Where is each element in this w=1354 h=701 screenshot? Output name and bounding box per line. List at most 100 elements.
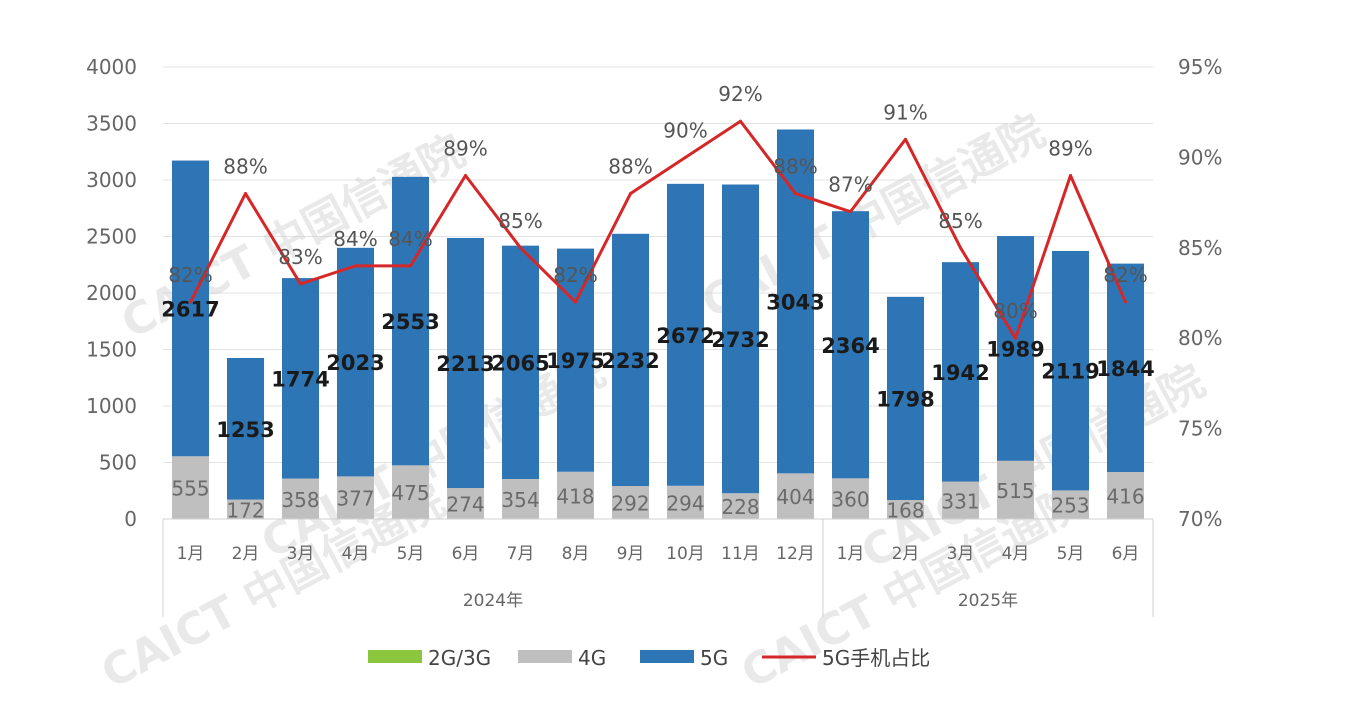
bar-label-4g: 404 (776, 485, 814, 509)
ratio-point (739, 119, 742, 123)
bar-4g (337, 476, 374, 519)
bar-label-4g: 274 (446, 493, 484, 517)
bar-label-5g: 3043 (766, 290, 824, 314)
bar-label-5g: 1942 (931, 361, 989, 385)
ratio-point (1014, 336, 1017, 340)
bar-label-4g: 294 (666, 491, 704, 515)
ratio-label: 80% (993, 299, 1037, 323)
bar-label-4g: 360 (831, 488, 869, 512)
category-label: 5月 (1057, 544, 1085, 564)
bar-5g (282, 278, 319, 479)
ratio-label: 88% (773, 155, 817, 179)
ratio-point (299, 282, 302, 286)
ratio-point (1124, 300, 1127, 304)
bar-4g (227, 499, 264, 519)
left-tick-label: 1500 (86, 338, 137, 362)
category-label: 4月 (1002, 544, 1030, 564)
right-tick-label: 95% (1178, 55, 1222, 79)
ratio-point (959, 246, 962, 250)
ratio-label: 83% (278, 245, 322, 269)
bar-4g (1107, 471, 1144, 519)
bar-label-4g: 253 (1051, 494, 1089, 518)
bar-label-4g: 172 (226, 498, 264, 522)
legend-swatch (368, 650, 422, 663)
bar-5g (667, 183, 704, 486)
bar-5g (997, 236, 1034, 461)
bar-4g (557, 471, 594, 519)
ratio-point (684, 155, 687, 159)
right-tick-label: 90% (1178, 145, 1222, 169)
bar-4g (667, 485, 704, 519)
year-group-label: 2024年 (463, 591, 523, 611)
year-group-label: 2025年 (958, 591, 1018, 611)
bar-5g (942, 262, 979, 482)
bars (172, 129, 1144, 519)
left-tick-label: 2500 (86, 225, 137, 249)
bar-5g (777, 129, 814, 474)
ratio-point (904, 137, 907, 141)
ratio-label: 89% (1048, 136, 1092, 160)
bar-label-5g: 2672 (656, 324, 714, 348)
category-label: 1月 (837, 544, 865, 564)
ratio-label: 90% (663, 118, 707, 142)
ratio-polyline (189, 119, 1127, 340)
bar-4g (612, 486, 649, 519)
ratio-label: 82% (168, 263, 212, 287)
bar-label-5g: 2232 (601, 349, 659, 373)
bar-label-5g: 2119 (1041, 360, 1099, 384)
bar-5g (887, 296, 924, 501)
left-tick-label: 0 (124, 507, 137, 531)
left-tick-label: 2000 (86, 281, 137, 305)
bar-label-4g: 418 (556, 484, 594, 508)
ratio-label: 82% (1103, 263, 1147, 287)
bar-label-4g: 515 (996, 479, 1034, 503)
bar-4g (1052, 490, 1089, 519)
bar-label-5g: 2065 (491, 351, 549, 375)
ratio-label: 92% (718, 82, 762, 106)
bar-label-5g: 2732 (711, 328, 769, 352)
bar-4g (777, 473, 814, 519)
category-label: 6月 (1112, 544, 1140, 564)
category-label: 4月 (342, 544, 370, 564)
right-tick-label: 85% (1178, 236, 1222, 260)
category-label: 1月 (177, 544, 205, 564)
category-label: 6月 (452, 544, 480, 564)
bar-4g (392, 465, 429, 519)
bar-5g (557, 248, 594, 472)
legend-label: 5G (700, 646, 728, 670)
category-label: 3月 (947, 544, 975, 564)
category-label: 7月 (507, 544, 535, 564)
left-tick-label: 4000 (86, 55, 137, 79)
bar-5g (722, 184, 759, 494)
legend-swatch (518, 650, 572, 663)
bar-label-5g: 1774 (271, 367, 329, 391)
category-label: 2月 (892, 544, 920, 564)
category-label: 10月 (666, 544, 705, 564)
left-tick-label: 500 (99, 451, 137, 475)
bar-4g (172, 456, 209, 519)
ratio-point (849, 210, 852, 214)
bar-label-4g: 416 (1106, 484, 1144, 508)
legend-label: 4G (578, 646, 606, 670)
ratio-label: 87% (828, 173, 872, 197)
ratio-label: 85% (498, 209, 542, 233)
bar-5g (832, 211, 869, 479)
right-tick-label: 80% (1178, 326, 1222, 350)
bar-5g (612, 233, 649, 487)
bar-label-4g: 354 (501, 488, 539, 512)
bar-4g (502, 478, 539, 519)
bar-label-5g: 1253 (216, 418, 274, 442)
category-label: 3月 (287, 544, 315, 564)
bar-5g (337, 247, 374, 477)
ratio-label: 88% (223, 155, 267, 179)
bar-5g (502, 245, 539, 479)
bar-label-4g: 228 (721, 495, 759, 519)
ratio-point (629, 192, 632, 196)
bar-label-4g: 331 (941, 489, 979, 513)
bar-4g (722, 493, 759, 519)
bar-4g (447, 488, 484, 519)
bar-label-4g: 358 (281, 488, 319, 512)
category-label: 5月 (397, 544, 425, 564)
